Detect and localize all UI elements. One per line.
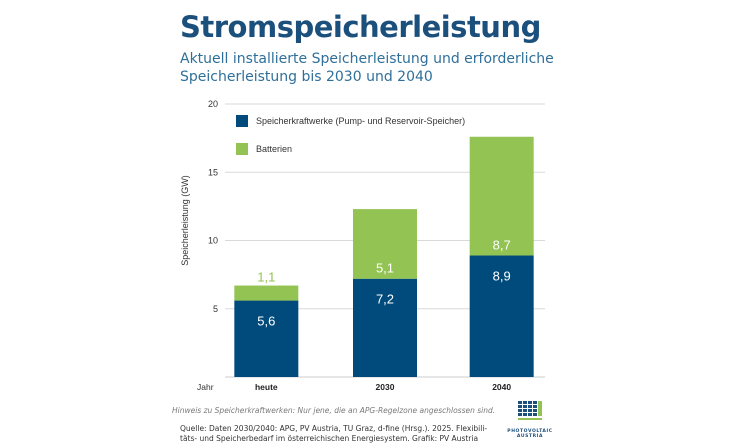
source-text: Quelle: Daten 2030/2040: APG, PV Austria… [180, 424, 488, 443]
data-label-2040-batterien: 8,7 [493, 238, 511, 253]
chart-title: Stromspeicherleistung [180, 10, 541, 44]
chart-subtitle: Aktuell installierte Speicherleistung un… [180, 51, 554, 85]
data-label-heute-batterien: 1,1 [257, 270, 275, 285]
legend-label-batterien: Batterien [256, 144, 292, 154]
legend-swatch-speicherkraftwerke [236, 115, 248, 127]
data-label-2030-speicherkraftwerke: 7,2 [376, 292, 394, 307]
bar-2040-speicherkraftwerke [469, 255, 534, 377]
data-label-2040-speicherkraftwerke: 8,9 [493, 269, 511, 284]
legend-swatch-batterien [236, 143, 248, 155]
bar-2040-batterien [469, 136, 534, 256]
y-axis-label: Speicherleistung (GW) [180, 175, 190, 266]
logo-line-2: AUSTRIA [516, 434, 544, 439]
solar-panel-icon [518, 401, 542, 420]
legend-label-speicherkraftwerke: Speicherkraftwerke (Pump- und Reservoir-… [256, 116, 465, 126]
data-label-heute-speicherkraftwerke: 5,6 [257, 314, 275, 329]
y-tick-label-10: 10 [208, 236, 218, 246]
logo-line-1: PHOTOVOLTAIC [507, 429, 553, 434]
footnote: Hinweis zu Speicherkraftwerken: Nur jene… [172, 406, 496, 415]
y-tick-label-20: 20 [208, 99, 218, 109]
bar-heute-batterien [234, 285, 299, 301]
y-tick-label-15: 15 [208, 167, 218, 177]
x-tick-label-2040: 2040 [492, 382, 511, 392]
data-label-2030-batterien: 5,1 [376, 261, 394, 276]
x-tick-label-2030: 2030 [376, 382, 395, 392]
photovoltaic-austria-logo: PHOTOVOLTAIC AUSTRIA [505, 400, 555, 442]
bar-2030-speicherkraftwerke [353, 278, 417, 377]
bar-2030-batterien [353, 209, 417, 279]
x-tick-label-heute: heute [255, 382, 278, 392]
bar-heute-speicherkraftwerke [234, 300, 299, 377]
y-tick-label-5: 5 [213, 304, 218, 314]
x-axis-label: Jahr [197, 382, 214, 392]
